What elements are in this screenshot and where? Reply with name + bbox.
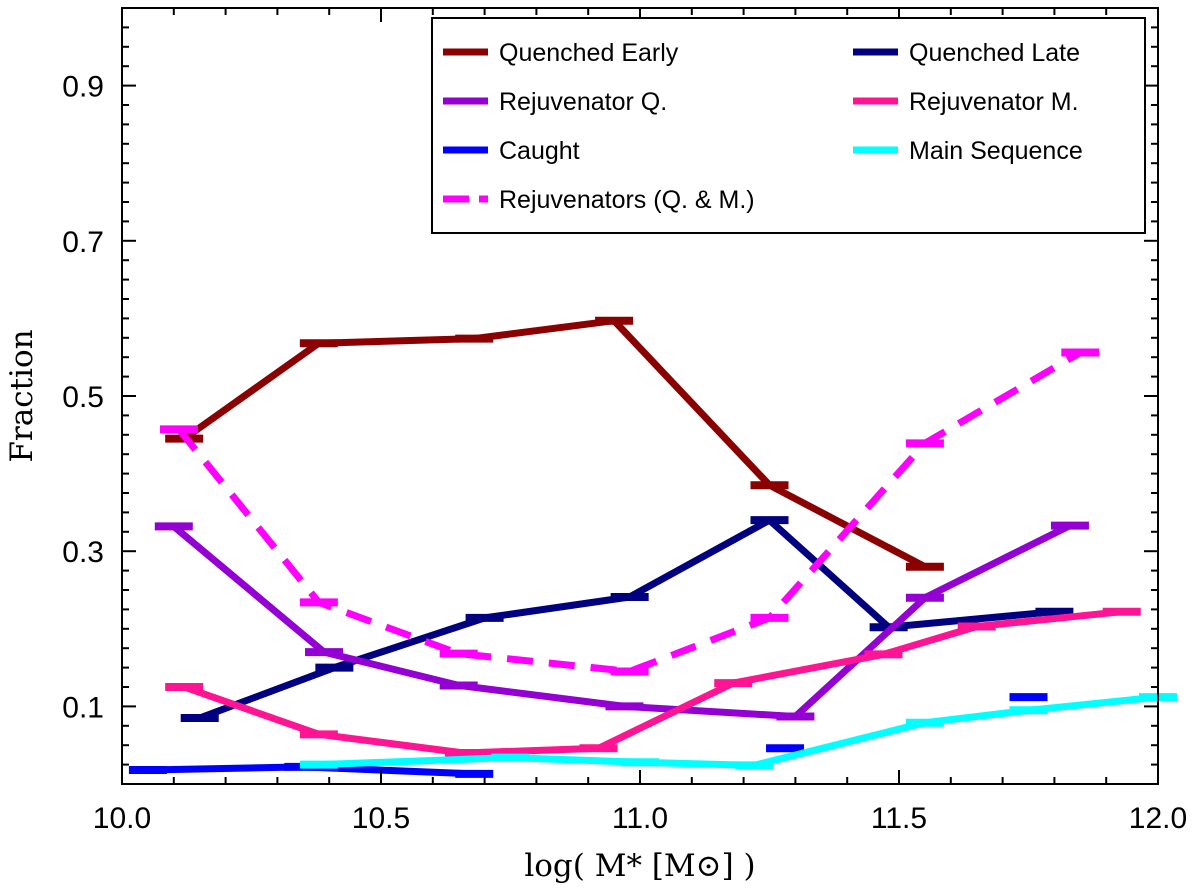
x-tick-label: 12.0 — [1129, 802, 1187, 835]
line-quenched-late — [198, 516, 1055, 722]
x-tick-label: 10.5 — [352, 802, 410, 835]
y-tick-label: 0.5 — [62, 381, 104, 414]
legend-label-rejuvenator-m: Rejuvenator M. — [909, 88, 1079, 116]
line-rejuvenator-m — [183, 608, 1123, 757]
y-tick-label: 0.7 — [62, 226, 104, 259]
legend: Quenched Early Quenched Late Rejuvenator Q… — [431, 17, 1146, 234]
y-axis-label: Fraction — [4, 329, 40, 462]
x-axis-label: log( M* [M⊙] ) — [524, 848, 755, 884]
x-tick-label: 11.5 — [871, 802, 927, 835]
line-quenched-early — [182, 317, 927, 570]
axes: 10.0 10.5 11.0 11.5 12.0 0.1 0.3 0.5 0.7 0.9 log( … — [4, 7, 1187, 884]
x-tick-label: 11.0 — [612, 802, 668, 835]
legend-label-rejuvenator-q: Rejuvenator Q. — [499, 88, 667, 116]
legend-box — [431, 17, 1146, 234]
series-rejuvenators-q-m — [159, 348, 1100, 676]
series-rejuvenator-q — [154, 521, 1089, 721]
y-tick-label: 0.3 — [62, 536, 104, 569]
legend-label-quenched-early: Quenched Early — [499, 39, 679, 67]
legend-label-quenched-late: Quenched Late — [909, 39, 1080, 67]
series-quenched-late — [180, 516, 1074, 723]
legend-label-main-sequence: Main Sequence — [909, 137, 1083, 165]
series-main-sequence — [299, 693, 1177, 770]
x-tick-label: 10.0 — [93, 802, 151, 835]
series-quenched-early — [165, 316, 944, 571]
legend-label-caught: Caught — [499, 137, 580, 165]
y-tick-label: 0.1 — [62, 691, 104, 724]
plot-area — [128, 316, 1177, 778]
y-tick-label: 0.9 — [62, 71, 104, 104]
legend-label-rejuvenators-q-m: Rejuvenators (Q. & M.) — [499, 186, 755, 214]
series-rejuvenator-m — [165, 607, 1141, 757]
